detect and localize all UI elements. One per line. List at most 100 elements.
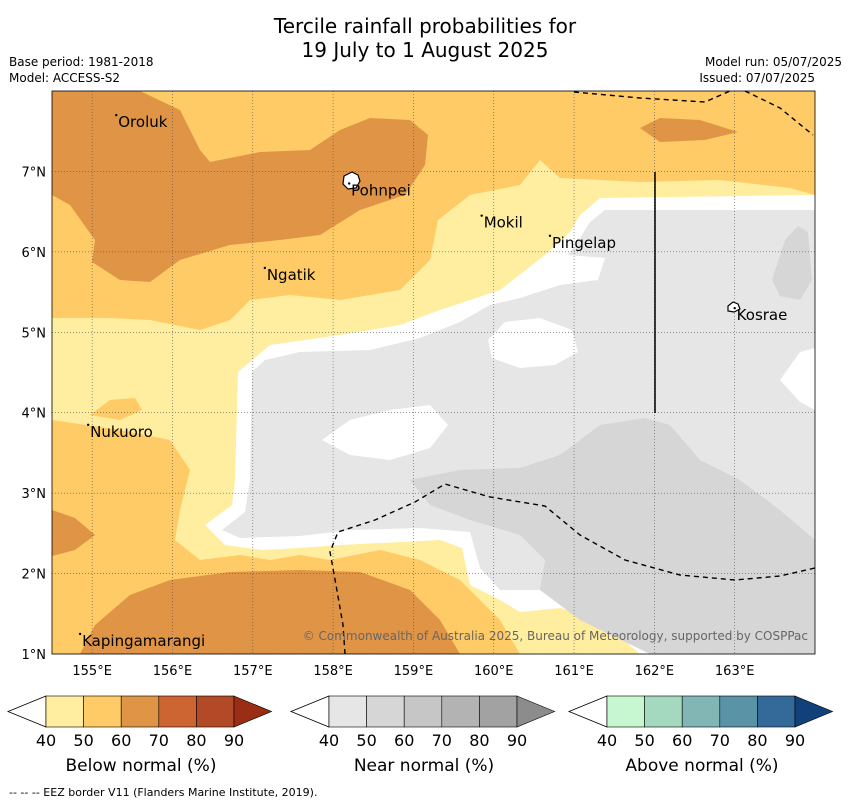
colorbar-below-low-extension [6,695,47,728]
axis-labels: 155°E 156°E 157°E 158°E 159°E 160°E 161°E 162°E… [22,165,755,679]
colorbar-tick-label: 90 [785,731,805,750]
lon-tick-label: 159°E [394,664,434,679]
below-60-region-west [52,510,95,556]
neutral-hole-2 [488,318,578,368]
kosrae-island [727,301,741,313]
lon-tick-label: 157°E [233,664,273,679]
colorbars: 40 50 60 70 80 90 40 50 60 70 80 90 40 50 60 70 80 90 [6,695,834,750]
colorbar-tick-label: 40 [36,731,56,750]
place-labels: Oroluk Pohnpei Mokil Pingelap Ngatik Kosrae Nu… [78,113,788,650]
colorbar-tick-label: 40 [319,731,339,750]
eez-border [329,90,816,655]
colorbar-tick-label: 50 [73,731,93,750]
colorbar-below-high-extension [233,695,273,728]
colorbar-tick-label: 80 [469,731,489,750]
colorbar-tick-label: 50 [356,731,376,750]
pohnpei-island [342,171,361,190]
place-marker [78,632,82,636]
eez-footnote: -- -- -- EEZ border V11 (Flanders Marine… [9,786,318,799]
colorbar-near-high-extension [516,695,556,728]
colorbar-tick-label: 70 [710,731,730,750]
colorbar-below-segment [120,695,160,728]
colorbar-tick-label: 80 [747,731,767,750]
colorbar-below-segment [158,695,197,728]
below-50-region-north [52,91,815,330]
place-label-pohnpei: Pohnpei [351,181,411,199]
place-marker [263,266,267,270]
below-60-region-east [640,118,738,142]
colorbar-near-segment [328,695,367,728]
colorbar-label-below: Below normal (%) [65,756,217,776]
lat-tick-label: 3°N [22,487,47,502]
place-label-kapingamarangi: Kapingamarangi [82,632,205,650]
place-marker [548,234,552,237]
place-label-nukuoro: Nukuoro [90,423,153,441]
place-marker [115,113,118,117]
place-label-kosrae: Kosrae [737,306,788,324]
colorbar-near-low-extension [289,695,330,728]
colorbar-below-segment [45,695,84,728]
below-50-region-nukuoro [90,398,142,420]
colorbar-tick-label: 90 [507,731,527,750]
lon-tick-label: 161°E [554,664,594,679]
colorbar-near-segment [403,695,443,728]
base-period: Base period: 1981-2018 [9,55,154,69]
colorbar-tick-label: 50 [634,731,654,750]
copyright-text: © Commonwealth of Australia 2025, Bureau… [303,629,808,643]
place-marker [347,182,351,185]
colorbar-tick-label: 60 [672,731,692,750]
colorbar-tick-label: 60 [111,731,131,750]
near-50-region-east [772,226,812,300]
colorbar-near-segment [479,695,518,728]
lon-tick-label: 158°E [313,664,353,679]
colorbar-above-segment [644,695,683,728]
lat-tick-label: 1°N [22,648,47,663]
near-50-region [410,418,815,654]
lat-tick-label: 5°N [22,326,47,341]
below-60-region-north [52,91,428,282]
place-label-ngatik: Ngatik [267,266,316,284]
lat-tick-label: 7°N [22,165,47,180]
map-title-line1: Tercile rainfall probabilities for [273,14,577,38]
probability-field [52,91,815,654]
colorbar-above-segment [757,695,796,728]
place-marker [733,306,736,310]
place-marker [86,423,90,426]
place-label-oroluk: Oroluk [118,113,167,131]
colorbar-below-segment [83,695,122,728]
model-name: Model: ACCESS-S2 [9,71,121,85]
eez-border-south [329,483,816,655]
neutral-hole-1 [322,405,448,460]
neutral-hole-3 [780,348,815,410]
below-60-region-south [80,570,460,654]
model-run: Model run: 05/07/2025 [704,55,842,69]
colorbar-label-above: Above normal (%) [625,756,779,776]
colorbar-above-segment [681,695,721,728]
lon-tick-label: 160°E [474,664,514,679]
eez-border-north [573,90,814,136]
colorbar-tick-label: 60 [394,731,414,750]
map-title-line2: 19 July to 1 August 2025 [301,38,549,62]
colorbar-above-low-extension [567,695,608,728]
colorbar-tick-label: 80 [186,731,206,750]
colorbar-above-segment [719,695,758,728]
colorbar-near-segment [366,695,405,728]
colorbar-tick-label: 40 [597,731,617,750]
lat-tick-label: 4°N [22,407,47,422]
lat-tick-label: 6°N [22,246,47,261]
place-label-mokil: Mokil [484,214,523,232]
place-marker [480,214,483,217]
colorbar-above-segment [606,695,645,728]
lon-tick-label: 163°E [715,664,755,679]
colorbar-above-high-extension [794,695,834,728]
colorbar-tick-label: 70 [432,731,452,750]
map-frame [51,90,816,655]
lon-tick-label: 155°E [72,664,112,679]
lon-tick-label: 162°E [635,664,675,679]
colorbar-label-near: Near normal (%) [353,756,495,776]
lat-tick-label: 2°N [22,568,47,583]
colorbar-near-segment [441,695,480,728]
colorbar-tick-label: 90 [224,731,244,750]
issued-date: Issued: 07/07/2025 [699,71,815,85]
colorbar-below-segment [196,695,235,728]
